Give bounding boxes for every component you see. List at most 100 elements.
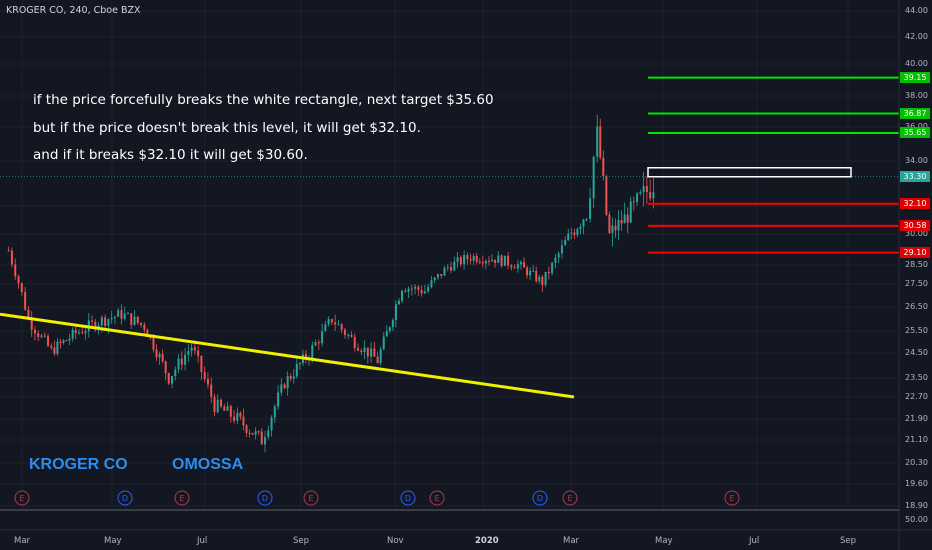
candle-body bbox=[47, 336, 50, 346]
event-marker-circle bbox=[174, 490, 190, 506]
date-tick-label: Jul bbox=[749, 536, 760, 546]
candle-body bbox=[360, 350, 363, 353]
candle-body bbox=[50, 345, 53, 348]
candle-body bbox=[557, 253, 560, 258]
candle-body bbox=[140, 322, 143, 325]
candle-body bbox=[242, 416, 245, 426]
candle-body bbox=[33, 329, 36, 334]
candle-body bbox=[251, 433, 254, 435]
candle-body bbox=[649, 192, 652, 199]
candle-body bbox=[472, 255, 475, 261]
event-marker-7: D bbox=[532, 490, 548, 506]
candle-body bbox=[350, 334, 353, 337]
candle-body bbox=[363, 347, 366, 353]
event-marker-letter: D bbox=[537, 494, 543, 503]
annotation-line-1: if the price forcefully breaks the white… bbox=[33, 92, 494, 108]
candle-body bbox=[17, 276, 20, 284]
candle-body bbox=[576, 229, 579, 235]
candle-body bbox=[642, 185, 645, 193]
candle-body bbox=[510, 265, 513, 268]
candle-body bbox=[443, 267, 446, 276]
price-tick-label: 28.50 bbox=[905, 260, 928, 269]
date-tick-label: Mar bbox=[563, 536, 580, 546]
event-marker-circle bbox=[429, 490, 445, 506]
candle-body bbox=[158, 354, 161, 358]
price-tick-label: 36.00 bbox=[905, 122, 928, 131]
event-marker-8: E bbox=[562, 490, 578, 506]
candle-body bbox=[143, 324, 146, 330]
price-tick-label: 21.90 bbox=[905, 414, 928, 423]
candle-body bbox=[324, 324, 327, 332]
date-tick-label: Jul bbox=[197, 536, 208, 546]
candle-body bbox=[264, 437, 267, 445]
candle-body bbox=[164, 361, 167, 374]
candle-body bbox=[337, 324, 340, 326]
candle-body bbox=[254, 431, 257, 435]
trendline bbox=[0, 312, 575, 399]
date-tick-label: May bbox=[655, 536, 673, 546]
candle-body bbox=[404, 290, 407, 292]
candle-body bbox=[417, 286, 420, 291]
candle-body bbox=[440, 273, 443, 276]
candle-body bbox=[317, 342, 320, 344]
candle-body bbox=[330, 319, 333, 323]
event-marker-circle bbox=[257, 490, 273, 506]
date-tick-label: 2020 bbox=[475, 536, 499, 546]
candle-body bbox=[273, 406, 276, 418]
candle-body bbox=[10, 250, 13, 265]
price-tick-label: 22.70 bbox=[905, 392, 928, 401]
candle-body bbox=[639, 192, 642, 194]
candle-body bbox=[190, 347, 193, 351]
candle-body bbox=[334, 322, 337, 325]
candle-body bbox=[652, 192, 655, 199]
candle-body bbox=[605, 176, 608, 215]
price-tick-label: 34.00 bbox=[905, 156, 928, 165]
price-tick-label: 50.00 bbox=[905, 515, 928, 524]
candle-body bbox=[523, 262, 526, 268]
candle-body bbox=[564, 240, 567, 246]
date-tick-label: Sep bbox=[293, 536, 310, 546]
levels bbox=[0, 76, 899, 254]
candle-body bbox=[617, 219, 620, 231]
candle-body bbox=[420, 290, 423, 294]
candle-body bbox=[283, 384, 286, 389]
candle-body bbox=[107, 319, 110, 326]
candle-body bbox=[629, 201, 632, 223]
candle-body bbox=[478, 261, 481, 263]
price-tick-label: 40.00 bbox=[905, 59, 928, 68]
price-tick-label: 38.00 bbox=[905, 91, 928, 100]
candle-body bbox=[535, 270, 538, 282]
candle-body bbox=[226, 406, 229, 411]
candle-body bbox=[174, 369, 177, 377]
candle-body bbox=[516, 264, 519, 269]
candle-body bbox=[197, 350, 200, 356]
event-marker-circle bbox=[303, 490, 319, 506]
candle-body bbox=[155, 349, 158, 358]
candle-body bbox=[123, 313, 126, 319]
candle-body bbox=[71, 329, 74, 339]
candle-body bbox=[245, 425, 248, 433]
event-marker-3: D bbox=[257, 490, 273, 506]
candle-body bbox=[481, 262, 484, 264]
candle-body bbox=[469, 259, 472, 261]
candle-body bbox=[497, 255, 500, 263]
brand-label-left: KROGER CO bbox=[29, 456, 128, 473]
white-rectangle bbox=[647, 167, 852, 178]
candle-body bbox=[133, 316, 136, 325]
candle-body bbox=[113, 316, 116, 318]
candle-body bbox=[373, 348, 376, 357]
candle-body bbox=[220, 399, 223, 407]
symbol-label: KROGER CO, 240, Cboe BZX bbox=[6, 5, 141, 16]
candle-body bbox=[152, 337, 155, 350]
candle-body bbox=[110, 317, 113, 320]
candle-body bbox=[68, 338, 71, 341]
candle-body bbox=[248, 432, 251, 434]
candle-body bbox=[538, 276, 541, 282]
candle-body bbox=[500, 255, 503, 266]
price-tag-35.65: 35.65 bbox=[900, 127, 930, 139]
candle-body bbox=[494, 259, 497, 263]
candle-body bbox=[206, 378, 209, 385]
candle-body bbox=[104, 317, 107, 326]
